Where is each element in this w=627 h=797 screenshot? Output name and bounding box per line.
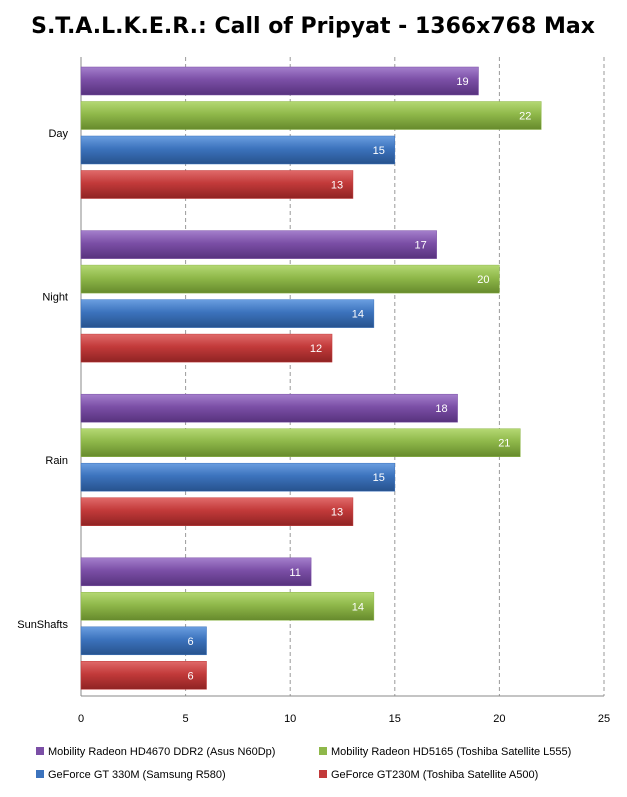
data-label: 17	[415, 240, 427, 252]
legend-swatch	[36, 747, 44, 755]
category-label: Day	[48, 128, 68, 140]
data-label: 14	[352, 309, 364, 321]
bar	[80, 101, 542, 130]
category-label: SunShafts	[17, 619, 68, 631]
legend-swatch	[36, 770, 44, 778]
x-tick-label: 0	[78, 713, 84, 725]
chart-title: S.T.A.L.K.E.R.: Call of Pripyat - 1366x7…	[31, 14, 595, 39]
x-tick-label: 10	[284, 713, 296, 725]
legend: Mobility Radeon HD4670 DDR2 (Asus N60Dp)…	[36, 746, 571, 781]
x-tick-label: 25	[598, 713, 610, 725]
data-label: 22	[519, 111, 531, 123]
data-label: 6	[187, 636, 193, 648]
legend-entry: Mobility Radeon HD5165 (Toshiba Satellit…	[331, 746, 571, 758]
bar	[80, 557, 312, 587]
legend-swatch	[319, 747, 327, 755]
bar	[80, 170, 354, 199]
bar	[80, 592, 375, 621]
legend-entry: GeForce GT 330M (Samsung R580)	[48, 769, 226, 781]
bar	[80, 393, 458, 423]
data-label: 12	[310, 343, 322, 355]
bar	[80, 333, 333, 363]
x-tick-label: 20	[493, 713, 505, 725]
bar	[80, 264, 500, 294]
bar	[80, 428, 521, 457]
bar	[80, 66, 479, 96]
bar	[80, 135, 396, 165]
bar	[80, 497, 354, 526]
bar	[80, 230, 437, 259]
bar	[80, 661, 207, 690]
category-label: Night	[42, 292, 68, 304]
legend-entry: Mobility Radeon HD4670 DDR2 (Asus N60Dp)	[48, 746, 275, 758]
legend-entry: GeForce GT230M (Toshiba Satellite A500)	[331, 769, 538, 781]
bar	[80, 462, 396, 492]
data-label: 14	[352, 601, 364, 613]
bars: 19 22 15 13 17 20 14 12 18 21 15 13 11 14 6 6	[80, 66, 542, 690]
x-tick-label: 5	[183, 713, 189, 725]
x-tick-label: 15	[389, 713, 401, 725]
bar	[80, 626, 207, 656]
category-labels: Day Night Rain SunShafts	[17, 128, 68, 631]
x-tick-labels: 0 5 10 15 20 25	[78, 713, 610, 725]
data-label: 13	[331, 507, 343, 519]
data-label: 6	[187, 670, 193, 682]
legend-swatch	[319, 770, 327, 778]
data-label: 11	[289, 567, 300, 579]
data-label: 15	[373, 472, 385, 484]
data-label: 19	[456, 76, 468, 88]
data-label: 20	[477, 274, 489, 286]
data-label: 21	[498, 438, 510, 450]
data-label: 18	[435, 403, 447, 415]
data-label: 13	[331, 180, 343, 192]
category-label: Rain	[45, 455, 68, 467]
data-label: 15	[373, 145, 385, 157]
bar	[80, 299, 375, 328]
